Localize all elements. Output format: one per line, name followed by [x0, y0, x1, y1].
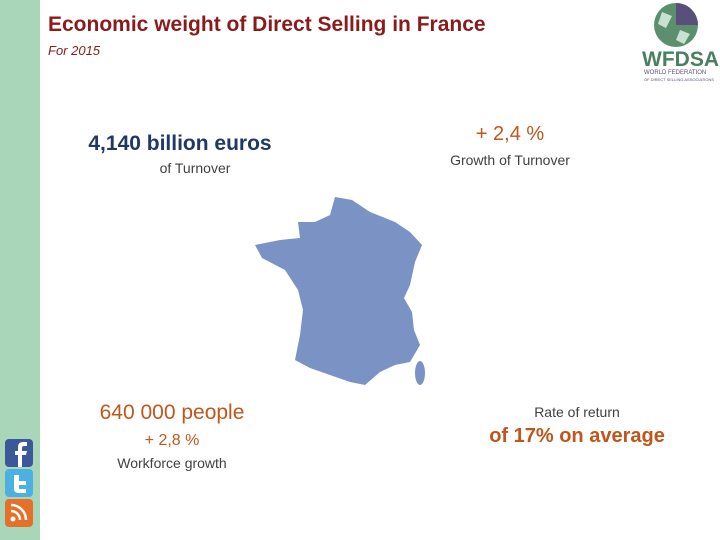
stat-value: of 17% on average [489, 425, 665, 447]
stat-label: Growth of Turnover [450, 152, 570, 168]
logo-line: WORLD FEDERATION [644, 70, 707, 76]
rss-icon[interactable] [5, 499, 33, 527]
stat-value: 4,140 billion euros [88, 132, 272, 155]
stat-value: 640 000 people [99, 401, 245, 424]
france-map [255, 197, 425, 385]
subtitle: For 2015 [48, 43, 101, 58]
logo: WFDSA WORLD FEDERATION OF DIRECT SELLING… [636, 0, 720, 90]
stat-value: + 2,4 % [475, 123, 545, 145]
logo-line: OF DIRECT SELLING ASSOCIATIONS [644, 77, 715, 82]
stat-label: of Turnover [159, 160, 231, 176]
social-icons [5, 439, 33, 527]
stat-label: Rate of return [534, 404, 620, 420]
logo-text: WFDSA [642, 48, 719, 71]
stat-label: Workforce growth [117, 455, 227, 471]
stat-sub: + 2,8 % [144, 432, 200, 449]
title: Economic weight of Direct Selling in Fra… [48, 13, 486, 36]
logo-globe [654, 3, 698, 47]
